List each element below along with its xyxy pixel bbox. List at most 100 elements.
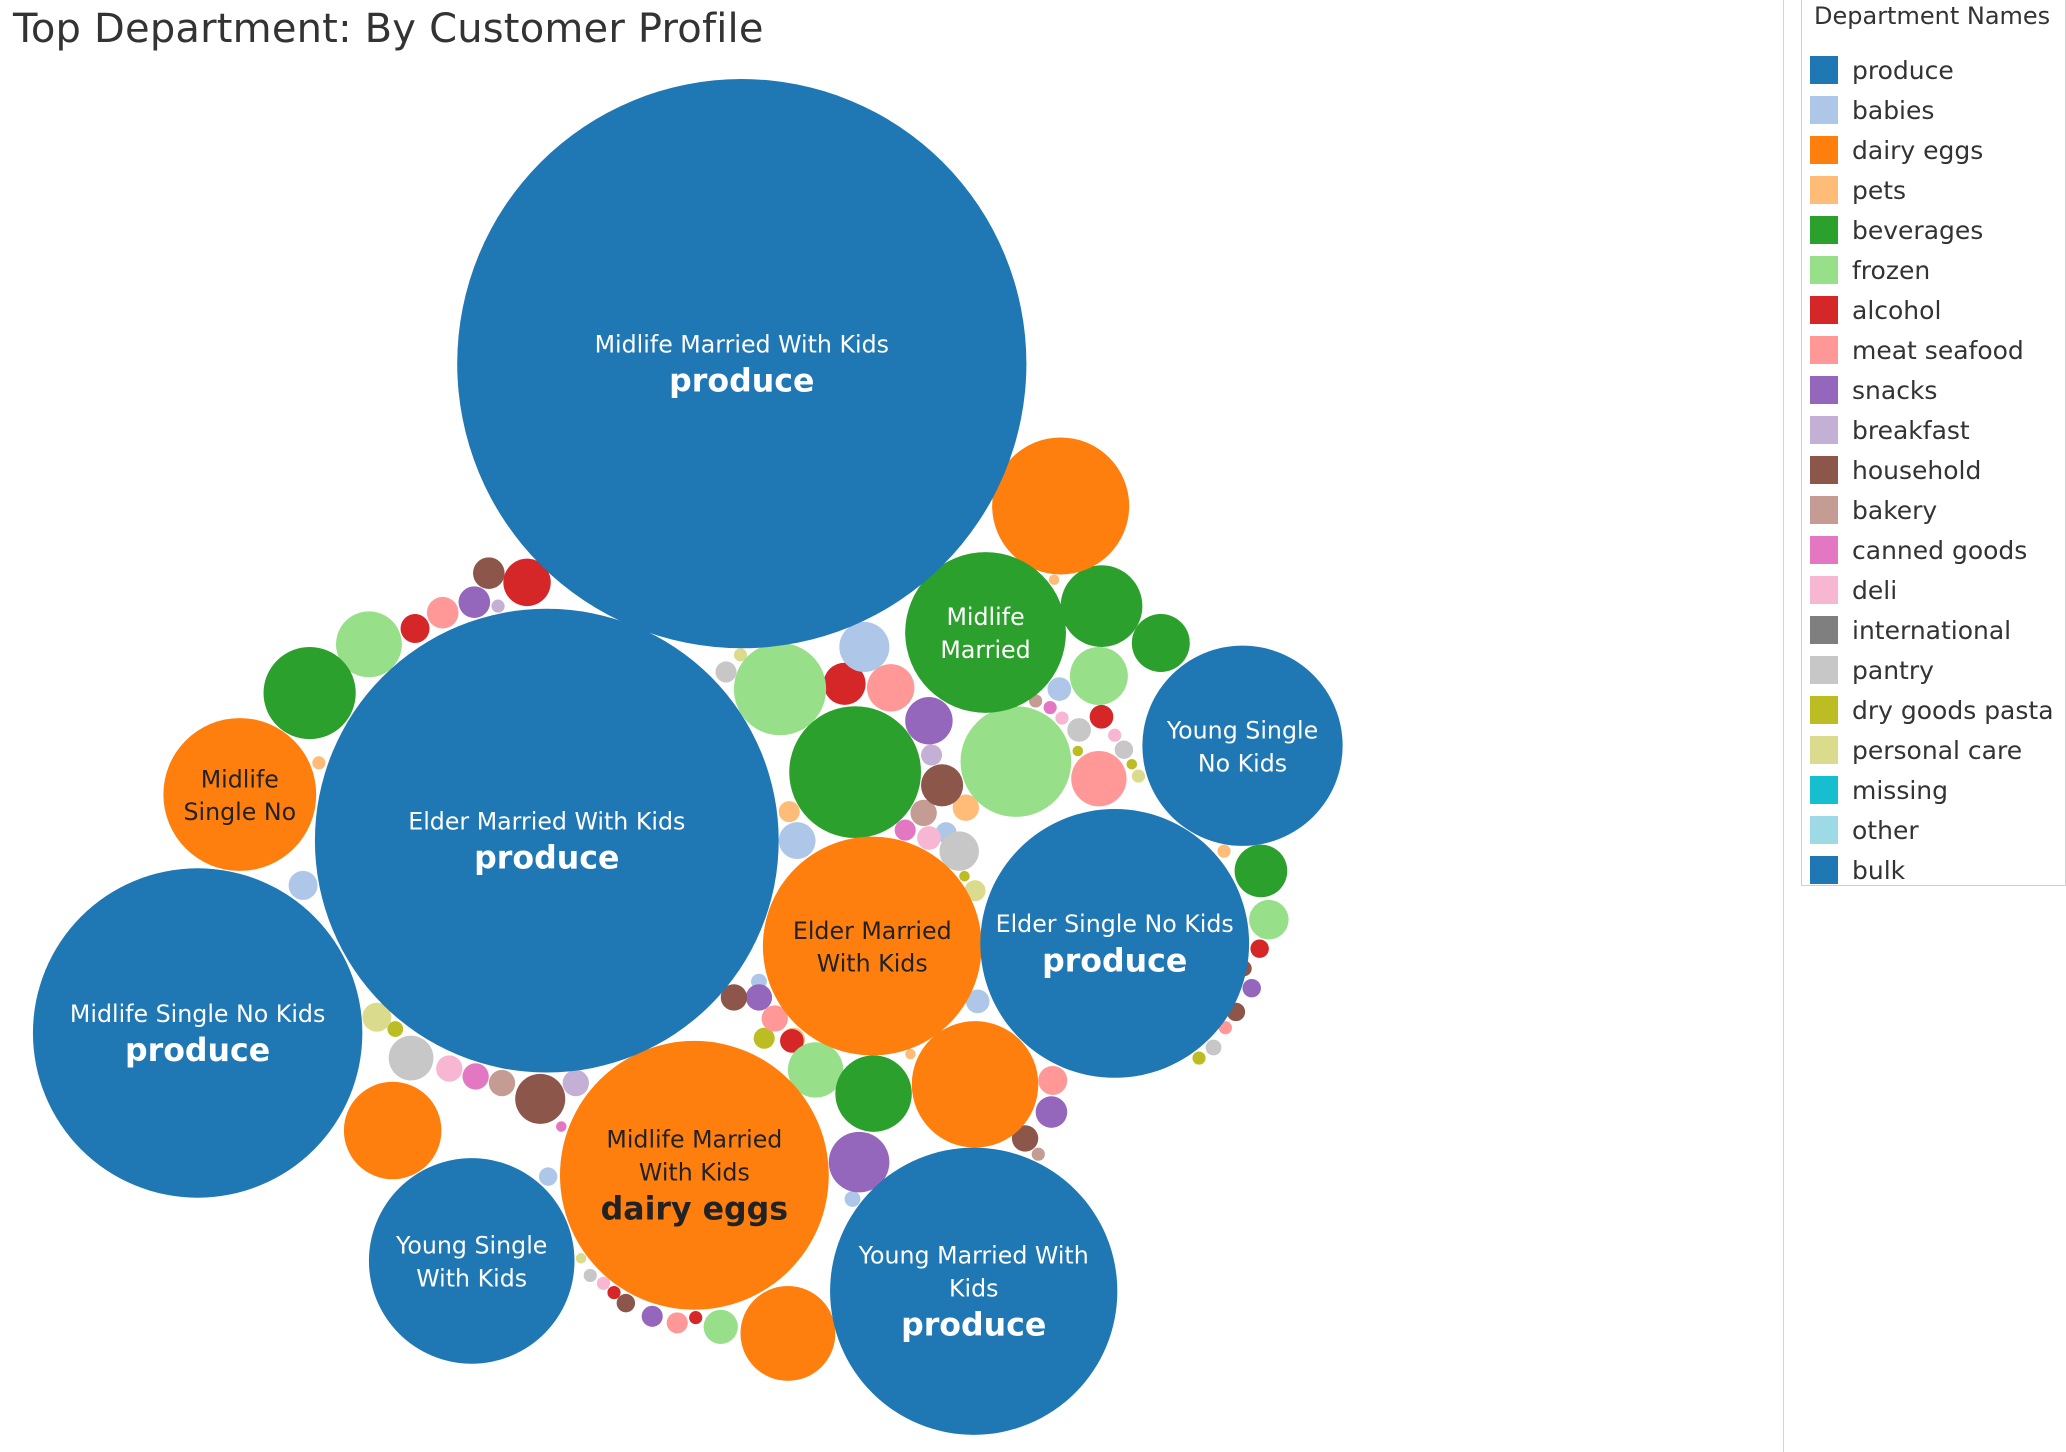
bubble-alcohol[interactable] xyxy=(607,1285,621,1300)
bubble-pantry[interactable] xyxy=(1205,1039,1222,1056)
bubble-personal-care[interactable] xyxy=(575,1253,587,1264)
legend-item-international[interactable]: international xyxy=(1810,610,2054,650)
bubble-deli[interactable] xyxy=(436,1055,463,1082)
legend-item-missing[interactable]: missing xyxy=(1810,770,2054,810)
bubble-pantry[interactable] xyxy=(1114,740,1134,759)
bubble-beverages[interactable] xyxy=(1131,614,1190,672)
bubble-household[interactable] xyxy=(921,764,964,807)
bubble-household[interactable] xyxy=(616,1293,636,1313)
bubble-produce[interactable] xyxy=(368,1158,575,1364)
bubble-dry-goods-pasta[interactable] xyxy=(959,870,970,882)
bubble-dry-goods-pasta[interactable] xyxy=(1126,758,1138,770)
legend-item-babies[interactable]: babies xyxy=(1810,90,2054,130)
bubble-deli[interactable] xyxy=(1108,728,1122,742)
bubble-dairy-eggs[interactable] xyxy=(911,1021,1039,1148)
legend-item-household[interactable]: household xyxy=(1810,450,2054,490)
bubble-canned-goods[interactable] xyxy=(894,819,916,841)
legend-item-pets[interactable]: pets xyxy=(1810,170,2054,210)
bubble-beverages[interactable] xyxy=(835,1055,912,1132)
bubble-dairy-eggs[interactable] xyxy=(740,1285,836,1381)
bubble-canned-goods[interactable] xyxy=(556,1121,567,1132)
legend-item-dairy-eggs[interactable]: dairy eggs xyxy=(1810,130,2054,170)
bubble-alcohol[interactable] xyxy=(780,1029,804,1053)
bubble-snacks[interactable] xyxy=(828,1131,890,1193)
legend-item-canned-goods[interactable]: canned goods xyxy=(1810,530,2054,570)
bubble-pets[interactable] xyxy=(312,756,326,770)
bubble-beverages[interactable] xyxy=(789,706,922,838)
bubble-personal-care[interactable] xyxy=(964,880,986,902)
bubble-pantry[interactable] xyxy=(583,1268,597,1283)
bubble-frozen[interactable] xyxy=(960,706,1072,817)
bubble-breakfast[interactable] xyxy=(921,744,943,766)
bubble-pets[interactable] xyxy=(778,801,800,823)
legend-item-dry-goods-pasta[interactable]: dry goods pasta xyxy=(1810,690,2054,730)
bubble-babies[interactable] xyxy=(965,989,990,1014)
bubble-pets[interactable] xyxy=(952,794,979,821)
bubble-beverages[interactable] xyxy=(1234,844,1288,898)
legend-item-other[interactable]: other xyxy=(1810,810,2054,850)
legend-item-frozen[interactable]: frozen xyxy=(1810,250,2054,290)
bubble-household[interactable] xyxy=(515,1073,566,1124)
bubble-babies[interactable] xyxy=(538,1167,558,1186)
bubble-alcohol[interactable] xyxy=(1089,704,1114,729)
bubble-babies[interactable] xyxy=(778,822,816,860)
bubble-dairy-eggs[interactable] xyxy=(163,718,317,871)
legend-item-snacks[interactable]: snacks xyxy=(1810,370,2054,410)
bubble-babies[interactable] xyxy=(839,621,890,672)
bubble-beverages[interactable] xyxy=(263,646,356,740)
bubble-frozen[interactable] xyxy=(703,1309,738,1344)
bubble-deli[interactable] xyxy=(596,1276,611,1290)
bubble-babies[interactable] xyxy=(288,870,318,900)
bubble-alcohol[interactable] xyxy=(503,558,551,607)
bubble-household[interactable] xyxy=(473,557,505,589)
bubble-frozen[interactable] xyxy=(1069,646,1128,705)
bubble-dry-goods-pasta[interactable] xyxy=(387,1021,404,1037)
bubble-bakery[interactable] xyxy=(1031,1147,1045,1161)
bubble-pets[interactable] xyxy=(1048,574,1060,586)
bubble-personal-care[interactable] xyxy=(362,1002,392,1032)
legend-item-bakery[interactable]: bakery xyxy=(1810,490,2054,530)
bubble-bakery[interactable] xyxy=(488,1069,516,1097)
legend-item-bulk[interactable]: bulk xyxy=(1810,850,2054,890)
bubble-beverages[interactable] xyxy=(1060,565,1143,647)
bubble-personal-care[interactable] xyxy=(1131,769,1145,783)
bubble-meat-seafood[interactable] xyxy=(1218,1021,1232,1035)
bubble-babies[interactable] xyxy=(844,1191,861,1207)
bubble-alcohol[interactable] xyxy=(689,1311,703,1325)
bubble-pantry[interactable] xyxy=(1067,718,1091,742)
bubble-produce[interactable] xyxy=(830,1147,1118,1435)
bubble-meat-seafood[interactable] xyxy=(866,664,915,712)
bubble-produce[interactable] xyxy=(980,809,1250,1078)
legend-item-alcohol[interactable]: alcohol xyxy=(1810,290,2054,330)
bubble-frozen[interactable] xyxy=(733,642,827,736)
legend-item-personal-care[interactable]: personal care xyxy=(1810,730,2054,770)
bubble-dry-goods-pasta[interactable] xyxy=(1192,1051,1206,1065)
legend-item-deli[interactable]: deli xyxy=(1810,570,2054,610)
bubble-produce[interactable] xyxy=(32,868,363,1198)
bubble-snacks[interactable] xyxy=(1035,1096,1068,1128)
bubble-meat-seafood[interactable] xyxy=(666,1312,688,1334)
bubble-frozen[interactable] xyxy=(335,611,402,678)
bubble-household[interactable] xyxy=(1011,1125,1039,1152)
bubble-dairy-eggs[interactable] xyxy=(343,1081,442,1180)
bubble-pets[interactable] xyxy=(905,1048,916,1060)
bubble-meat-seafood[interactable] xyxy=(1038,1065,1068,1095)
bubble-canned-goods[interactable] xyxy=(462,1063,489,1090)
bubble-pantry[interactable] xyxy=(939,831,979,871)
bubble-meat-seafood[interactable] xyxy=(426,596,459,629)
bubble-snacks[interactable] xyxy=(745,984,773,1011)
bubble-dairy-eggs[interactable] xyxy=(992,437,1130,575)
bubble-dry-goods-pasta[interactable] xyxy=(753,1027,775,1049)
legend-item-pantry[interactable]: pantry xyxy=(1810,650,2054,690)
bubble-alcohol[interactable] xyxy=(400,614,430,643)
bubble-produce[interactable] xyxy=(314,608,779,1073)
bubble-pantry[interactable] xyxy=(715,661,737,683)
bubble-breakfast[interactable] xyxy=(562,1069,589,1097)
bubble-babies[interactable] xyxy=(1047,677,1072,701)
bubble-deli[interactable] xyxy=(1055,711,1069,725)
bubble-meat-seafood[interactable] xyxy=(761,1005,788,1032)
bubble-snacks[interactable] xyxy=(641,1305,663,1327)
bubble-dairy-eggs[interactable] xyxy=(559,1040,829,1310)
bubble-alcohol[interactable] xyxy=(1250,939,1269,958)
bubble-deli[interactable] xyxy=(917,826,941,850)
